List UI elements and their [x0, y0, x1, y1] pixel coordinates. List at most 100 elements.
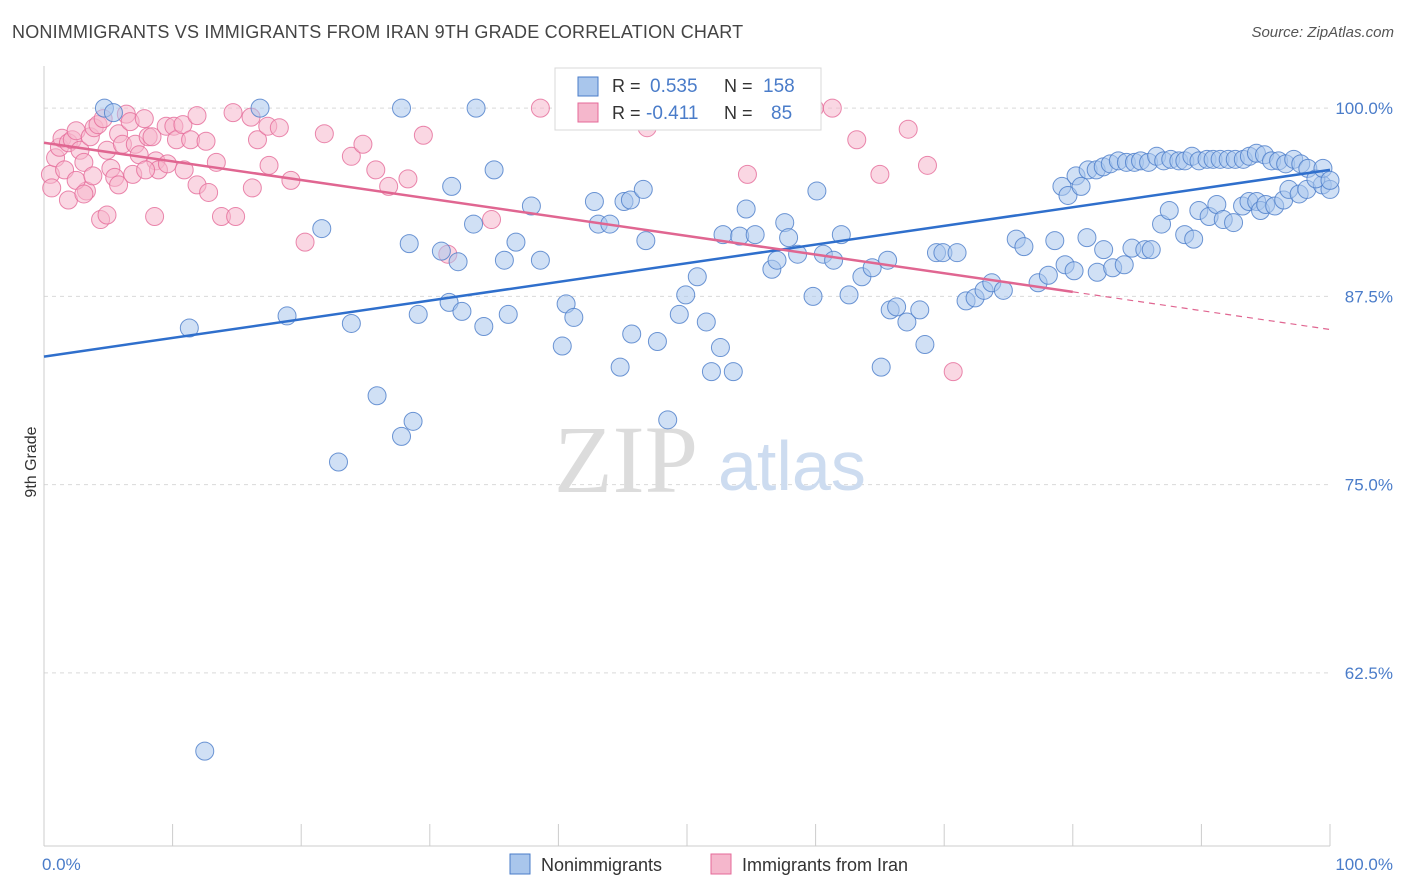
nonimmigrant-point-20 [494, 250, 514, 270]
iran-point-27 [142, 127, 162, 147]
series-nonimmigrants [94, 98, 1340, 761]
iran-point-69 [413, 125, 433, 145]
nonimmigrant-point-71 [897, 312, 917, 332]
nonimmigrant-point-96 [1141, 240, 1161, 260]
nonimmigrant-point-62 [807, 181, 827, 201]
iran-point-42 [269, 118, 289, 138]
y-tick-labels: 62.5% 75.0% 87.5% 100.0% [1335, 99, 1393, 683]
stats-legend: R = 0.535 N = 158 R = -0.411 N = 85 [554, 67, 822, 131]
nonimmigrant-point-17 [448, 252, 468, 272]
nonimmigrant-point-11 [403, 411, 423, 431]
nonimmigrant-point-52 [736, 199, 756, 219]
iran-point-65 [353, 134, 373, 154]
iran-point-35 [187, 106, 207, 126]
nonimmigrant-point-49 [710, 338, 730, 358]
nonimmigrant-point-39 [610, 357, 630, 377]
legend-n-label-blue: N = [724, 76, 753, 96]
nonimmigrant-point-21 [506, 232, 526, 252]
nonimmigrant-point-119 [1058, 185, 1078, 205]
nonimmigrant-point-18 [464, 214, 484, 234]
nonimmigrant-point-41 [647, 332, 667, 352]
nonimmigrant-point-47 [701, 362, 721, 382]
iran-point-56 [199, 182, 219, 202]
nonimmigrant-point-14 [399, 234, 419, 254]
iran-point-59 [242, 178, 262, 198]
iran-point-71 [482, 210, 502, 230]
nonimmigrant-point-73 [915, 335, 935, 355]
nonimmigrant-point-43 [669, 304, 689, 324]
legend-n-value-blue: 158 [763, 76, 795, 97]
nonimmigrant-point-37 [633, 179, 653, 199]
legend-iran-label: Immigrants from Iran [742, 855, 908, 875]
x-tick-labels: 0.0% 100.0% [42, 855, 1393, 874]
nonimmigrant-point-15 [431, 241, 451, 261]
nonimmigrant-point-55 [767, 250, 787, 270]
iran-point-36 [196, 131, 216, 151]
nonimmigrant-point-27 [474, 316, 494, 336]
nonimmigrant-point-26 [452, 301, 472, 321]
iran-point-84 [898, 119, 918, 139]
series-immigrants-from-iran [40, 98, 963, 382]
nonimmigrant-point-68 [871, 357, 891, 377]
nonimmigrant-point-50 [723, 362, 743, 382]
nonimmigrant-point-105 [1224, 213, 1244, 233]
iran-point-85 [917, 155, 937, 175]
iran-point-72 [530, 98, 550, 118]
nonimmigrant-point-22 [521, 196, 541, 216]
iran-point-1 [42, 178, 62, 198]
nonimmigrant-point-3 [466, 98, 486, 118]
trend-lines [43, 141, 1331, 358]
nonimmigrant-point-9 [367, 386, 387, 406]
trend-line-iran-extension [1072, 291, 1331, 331]
iran-point-54 [174, 160, 194, 180]
iran-point-86 [943, 362, 963, 382]
nonimmigrant-point-89 [1077, 228, 1097, 248]
nonimmigrant-point-23 [530, 250, 550, 270]
iran-point-46 [83, 166, 103, 186]
iran-point-38 [223, 103, 243, 123]
chart-title: NONIMMIGRANTS VS IMMIGRANTS FROM IRAN 9T… [12, 22, 744, 42]
nonimmigrant-point-57 [779, 228, 799, 248]
nonimmigrant-point-12 [328, 452, 348, 472]
nonimmigrant-point-13 [195, 741, 215, 761]
legend-r-value-pink: -0.411 [646, 103, 698, 124]
nonimmigrant-point-59 [803, 286, 823, 306]
grid-lines [44, 107, 1330, 674]
nonimmigrant-point-19 [484, 160, 504, 180]
legend-r-value-blue: 0.535 [650, 76, 698, 97]
nonimmigrant-point-46 [696, 312, 716, 332]
nonimmigrant-point-91 [1094, 240, 1114, 260]
iran-point-62 [295, 232, 315, 252]
watermark-atlas: atlas [718, 427, 866, 505]
nonimmigrant-point-45 [687, 267, 707, 287]
nonimmigrant-point-72 [910, 300, 930, 320]
nonimmigrant-point-61 [824, 250, 844, 270]
y-tick-label-3: 100.0% [1335, 99, 1393, 118]
iran-point-64 [341, 146, 361, 166]
legend-nonimmigrants-label: Nonimmigrants [541, 855, 662, 875]
nonimmigrant-point-81 [993, 280, 1013, 300]
nonimmigrant-point-38 [636, 231, 656, 251]
series-legend: Nonimmigrants Immigrants from Iran [509, 853, 908, 875]
legend-r-label-pink: R = [612, 103, 641, 123]
nonimmigrant-point-88 [1064, 261, 1084, 281]
nonimmigrant-point-36 [620, 190, 640, 210]
iran-point-78 [737, 164, 757, 184]
y-tick-label-1: 75.0% [1345, 476, 1393, 495]
nonimmigrant-point-32 [584, 191, 604, 211]
iran-point-49 [109, 175, 129, 195]
nonimmigrant-point-70 [887, 297, 907, 317]
iran-point-66 [366, 160, 386, 180]
nonimmigrant-point-8 [341, 313, 361, 333]
nonimmigrant-point-28 [498, 304, 518, 324]
nonimmigrant-point-121 [1071, 176, 1091, 196]
legend-swatch-pink [577, 102, 599, 123]
iran-point-10 [74, 152, 94, 172]
iran-point-25 [134, 109, 154, 129]
nonimmigrant-point-30 [564, 307, 584, 327]
nonimmigrant-point-76 [947, 243, 967, 263]
y-axis-title: 9th Grade [23, 426, 40, 497]
iran-point-52 [145, 207, 165, 227]
legend-n-value-pink: 85 [771, 103, 792, 124]
nonimmigrant-point-64 [839, 285, 859, 305]
